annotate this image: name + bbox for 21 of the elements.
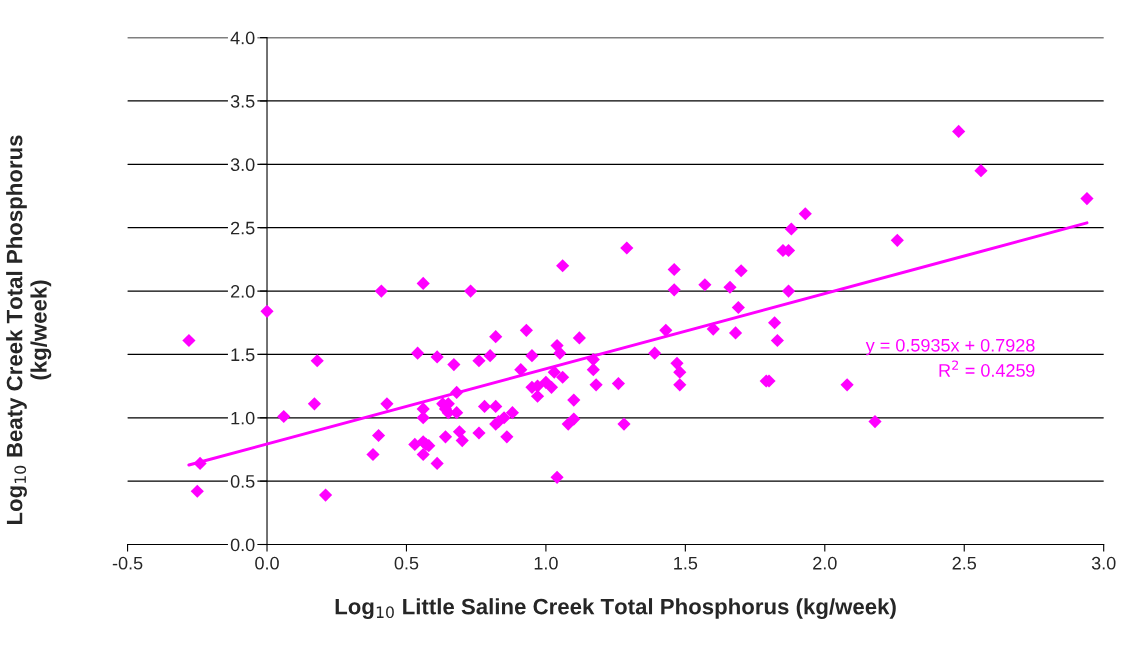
- y-tick-label: 0.0: [230, 538, 255, 552]
- x-tick-label: 0.0: [255, 556, 279, 570]
- annotation: y = 0.5935x + 0.7928: [865, 338, 1035, 356]
- y-tick-label: 2.5: [231, 221, 255, 235]
- x-tick-label: 1.5: [674, 556, 698, 570]
- y-axis-title: Log$_{10}$ Beaty Creek Total Phosphorus (kg/week): [6, 135, 52, 525]
- y-tick-label: 1.5: [231, 348, 255, 362]
- y-tick-label: 1.0: [231, 411, 255, 425]
- x-tick-label: 0.5: [394, 556, 419, 570]
- x-tick-label: -0.5: [112, 556, 143, 570]
- x-tick-label: 3.0: [1091, 556, 1116, 570]
- y-tick-label: 0.5: [230, 475, 255, 488]
- annotation: R$^{2}$ = 0.4259: [939, 360, 1035, 377]
- y-tick-label: 2.0: [231, 284, 255, 298]
- x-tick-label: 2.5: [952, 556, 977, 570]
- x-axis-title: Log$_{10}$ Little Saline Creek Total Phosphorus (kg/week): [335, 598, 896, 619]
- x-tick-label: 2.0: [813, 556, 837, 570]
- y-tick-label: 3.0: [230, 158, 255, 172]
- y-tick-label: 3.5: [230, 94, 255, 108]
- y-tick-label: 4.0: [230, 31, 255, 45]
- x-tick-label: 1.0: [534, 556, 558, 570]
